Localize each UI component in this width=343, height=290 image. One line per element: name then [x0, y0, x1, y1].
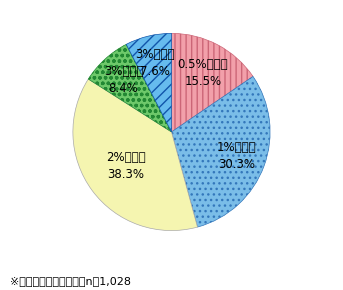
Wedge shape — [73, 79, 198, 231]
Text: 2%未満，
38.3%: 2%未満， 38.3% — [106, 151, 145, 181]
Text: 0.5%未満，
15.5%: 0.5%未満， 15.5% — [178, 58, 228, 88]
Text: 1%未満，
30.3%: 1%未満， 30.3% — [216, 141, 256, 171]
Text: ※無回答を除いて集計。n＝1,028: ※無回答を除いて集計。n＝1,028 — [10, 276, 131, 286]
Text: 3%未満，
8.4%: 3%未満， 8.4% — [104, 65, 143, 95]
Wedge shape — [172, 33, 253, 132]
Wedge shape — [172, 77, 270, 227]
Wedge shape — [126, 33, 172, 132]
Wedge shape — [88, 44, 172, 132]
Text: 3%以上，
7.6%: 3%以上， 7.6% — [135, 48, 175, 78]
